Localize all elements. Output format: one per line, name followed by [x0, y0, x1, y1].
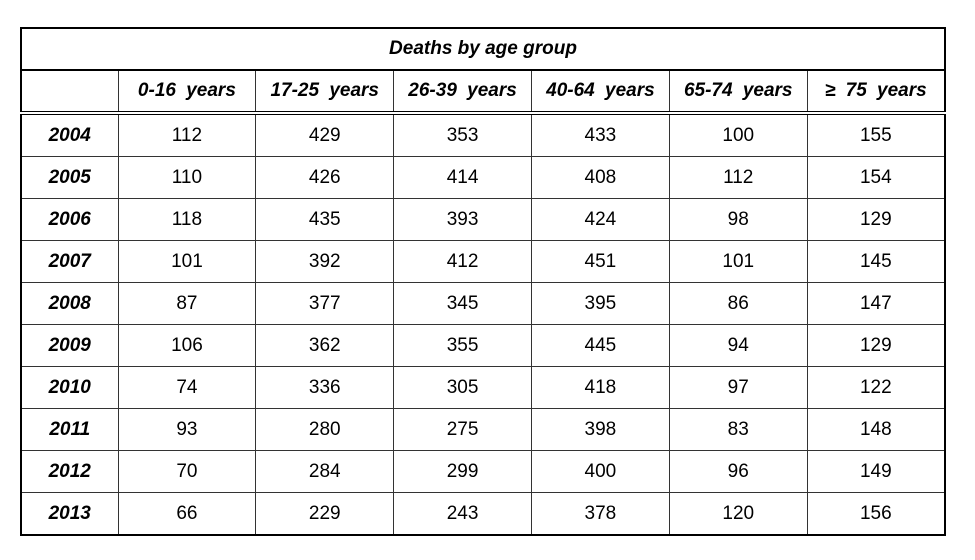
value-cell: 400	[530, 450, 670, 493]
table-row: 2008 87 377 345 395 86 147	[20, 282, 946, 325]
column-header: 40-64 years	[530, 69, 670, 115]
value-cell: 355	[393, 324, 532, 367]
value-cell: 378	[530, 492, 670, 536]
value-cell: 74	[117, 366, 257, 409]
value-cell: 83	[668, 408, 808, 451]
table-row: 2011 93 280 275 398 83 148	[20, 408, 946, 451]
value-cell: 112	[117, 112, 257, 157]
value-cell: 149	[806, 450, 946, 493]
value-cell: 433	[530, 112, 670, 157]
value-cell: 148	[806, 408, 946, 451]
deaths-table: Deaths by age group 0-16 years 17-25 year…	[20, 27, 946, 536]
year-cell: 2010	[20, 366, 119, 409]
value-cell: 435	[255, 198, 395, 241]
value-cell: 96	[668, 450, 808, 493]
value-cell: 280	[255, 408, 395, 451]
year-cell: 2004	[20, 112, 119, 157]
value-cell: 101	[117, 240, 257, 283]
year-cell: 2007	[20, 240, 119, 283]
column-header: ≥ 75 years	[806, 69, 946, 115]
value-cell: 118	[117, 198, 257, 241]
value-cell: 395	[530, 282, 670, 325]
value-cell: 377	[255, 282, 395, 325]
value-cell: 398	[530, 408, 670, 451]
column-header: 0-16 years	[117, 69, 257, 115]
value-cell: 393	[393, 198, 532, 241]
value-cell: 305	[393, 366, 532, 409]
column-header: 26-39 years	[393, 69, 532, 115]
value-cell: 106	[117, 324, 257, 367]
value-cell: 120	[668, 492, 808, 536]
value-cell: 156	[806, 492, 946, 536]
table-row: 2009 106 362 355 445 94 129	[20, 324, 946, 367]
value-cell: 345	[393, 282, 532, 325]
value-cell: 129	[806, 198, 946, 241]
value-cell: 129	[806, 324, 946, 367]
value-cell: 412	[393, 240, 532, 283]
value-cell: 418	[530, 366, 670, 409]
value-cell: 101	[668, 240, 808, 283]
value-cell: 392	[255, 240, 395, 283]
value-cell: 93	[117, 408, 257, 451]
year-cell: 2012	[20, 450, 119, 493]
table-row: 2012 70 284 299 400 96 149	[20, 450, 946, 493]
value-cell: 97	[668, 366, 808, 409]
value-cell: 94	[668, 324, 808, 367]
value-cell: 87	[117, 282, 257, 325]
table-row: 2004 112 429 353 433 100 155	[20, 112, 946, 157]
value-cell: 426	[255, 156, 395, 199]
value-cell: 122	[806, 366, 946, 409]
value-cell: 445	[530, 324, 670, 367]
value-cell: 145	[806, 240, 946, 283]
value-cell: 284	[255, 450, 395, 493]
year-cell: 2013	[20, 492, 119, 536]
value-cell: 86	[668, 282, 808, 325]
value-cell: 66	[117, 492, 257, 536]
year-cell: 2008	[20, 282, 119, 325]
value-cell: 100	[668, 112, 808, 157]
value-cell: 336	[255, 366, 395, 409]
table-row: 2007 101 392 412 451 101 145	[20, 240, 946, 283]
year-cell: 2005	[20, 156, 119, 199]
column-header: 65-74 years	[668, 69, 808, 115]
value-cell: 408	[530, 156, 670, 199]
value-cell: 451	[530, 240, 670, 283]
value-cell: 243	[393, 492, 532, 536]
value-cell: 154	[806, 156, 946, 199]
value-cell: 414	[393, 156, 532, 199]
value-cell: 424	[530, 198, 670, 241]
value-cell: 112	[668, 156, 808, 199]
value-cell: 70	[117, 450, 257, 493]
value-cell: 98	[668, 198, 808, 241]
value-cell: 299	[393, 450, 532, 493]
value-cell: 155	[806, 112, 946, 157]
value-cell: 362	[255, 324, 395, 367]
table-title: Deaths by age group	[20, 27, 946, 71]
value-cell: 429	[255, 112, 395, 157]
value-cell: 275	[393, 408, 532, 451]
table-row: 2006 118 435 393 424 98 129	[20, 198, 946, 241]
year-cell: 2006	[20, 198, 119, 241]
year-cell: 2009	[20, 324, 119, 367]
table-row: 2005 110 426 414 408 112 154	[20, 156, 946, 199]
value-cell: 147	[806, 282, 946, 325]
table-row: 2010 74 336 305 418 97 122	[20, 366, 946, 409]
corner-cell	[20, 69, 119, 115]
value-cell: 110	[117, 156, 257, 199]
value-cell: 353	[393, 112, 532, 157]
year-cell: 2011	[20, 408, 119, 451]
column-header: 17-25 years	[255, 69, 395, 115]
value-cell: 229	[255, 492, 395, 536]
table-row: 2013 66 229 243 378 120 156	[20, 492, 946, 536]
